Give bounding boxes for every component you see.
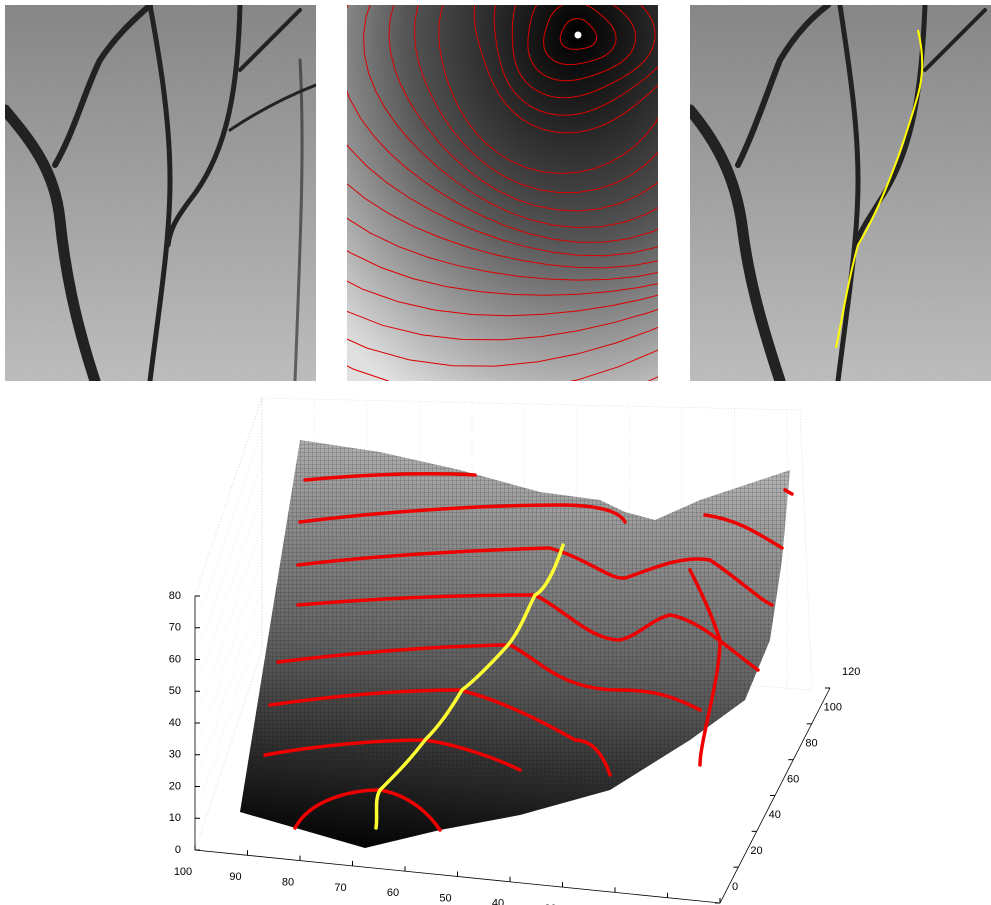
contour [362, 5, 658, 229]
grid-line [194, 427, 263, 628]
x-tick-label: 80 [282, 877, 294, 889]
contour [438, 5, 658, 175]
contour [559, 18, 598, 50]
z-tick-label: 50 [169, 685, 181, 697]
x-tick-label: 40 [492, 898, 504, 905]
x-tick-label: 70 [334, 882, 346, 894]
contour [413, 5, 658, 194]
z-tick-label: 60 [169, 653, 181, 665]
grid-line [194, 522, 263, 724]
y-tick-label: 60 [787, 773, 799, 785]
z-tick-label: 70 [169, 622, 181, 634]
contour [511, 5, 656, 99]
y-tick-label: 40 [769, 809, 781, 821]
grid-line [194, 649, 263, 851]
grid-line [194, 491, 263, 692]
surface-plot: 0 10 20 30 40 50 60 70 80 100 90 80 70 60 50 40 30 20 100 0… [169, 395, 860, 905]
y-tick-label: 0 [732, 881, 738, 893]
grid-line [194, 618, 263, 819]
contour [473, 5, 658, 134]
z-tick-label: 20 [169, 780, 181, 792]
x-tick-label: 90 [229, 871, 241, 883]
z-tick-label: 80 [169, 590, 181, 602]
grid-line [194, 586, 263, 787]
y-tick-label: 20 [750, 845, 762, 857]
x-tick-label: 50 [439, 892, 451, 904]
retina-image [5, 5, 316, 381]
contour [493, 5, 658, 116]
x-tick-label: 60 [387, 887, 399, 899]
grid-line [194, 459, 263, 660]
y-tick-label: 80 [805, 738, 817, 750]
z-tick-label: 10 [169, 812, 181, 824]
distance-map [347, 5, 658, 381]
contour [527, 5, 636, 82]
y-tick-label: 120 [842, 666, 860, 678]
z-tick-label: 40 [169, 717, 181, 729]
x-tick-label: 100 [174, 866, 192, 878]
x-tick-label: 30 [544, 903, 556, 905]
z-tick-label: 0 [175, 844, 181, 856]
contour [388, 5, 658, 212]
z-tick-label: 30 [169, 749, 181, 761]
grid-line [194, 554, 263, 755]
grid-line [194, 395, 263, 597]
retina-path-image [690, 5, 991, 381]
y-tick-label: 100 [824, 702, 842, 714]
contour [543, 5, 617, 66]
